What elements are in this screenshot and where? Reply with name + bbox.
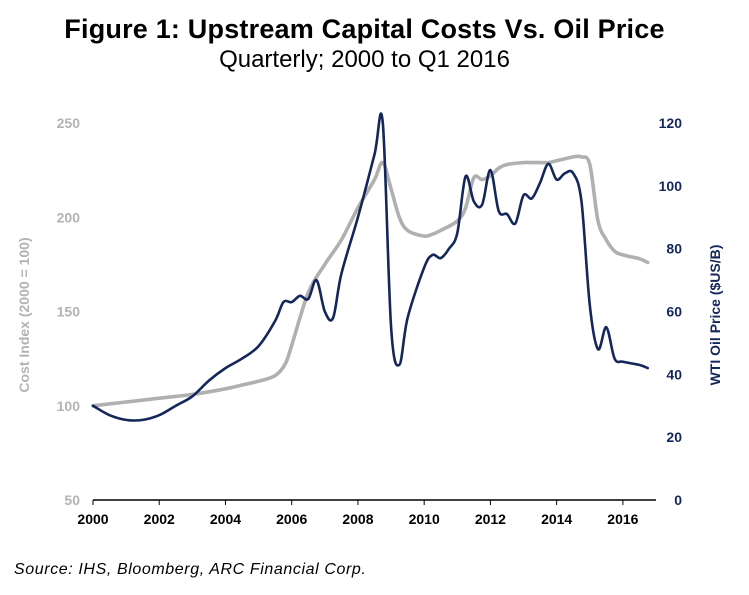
oil-price-line: [91, 112, 649, 422]
chart-subtitle: Quarterly; 2000 to Q1 2016: [219, 46, 510, 73]
y-tick-label-left: 50: [64, 492, 80, 508]
y-tick-label-left: 100: [57, 398, 81, 414]
cost-index-line: [91, 154, 650, 408]
x-tick-label: 2010: [409, 511, 440, 527]
y-tick-label-right: 120: [659, 115, 683, 131]
x-tick-label: 2008: [342, 511, 373, 527]
y-tick-label-left: 150: [57, 304, 81, 320]
source-note: Source: IHS, Bloomberg, ARC Financial Co…: [14, 561, 367, 578]
y-tick-label-right: 40: [666, 366, 682, 382]
chart-title: Figure 1: Upstream Capital Costs Vs. Oil…: [64, 14, 665, 44]
x-tick-label: 2000: [77, 511, 108, 527]
x-tick-label: 2014: [541, 511, 572, 527]
x-tick-label: 2012: [475, 511, 506, 527]
y-tick-label-right: 100: [659, 178, 683, 194]
x-tick-label: 2016: [607, 511, 638, 527]
y-tick-label-right: 20: [666, 429, 682, 445]
y-axis-label-right: WTI Oil Price ($US/B): [707, 245, 723, 386]
series-lines: [91, 112, 650, 422]
tick-labels: 2000 2002 2004 2006 2008 2010 2012 2014 20165010…: [57, 115, 683, 527]
x-tick-label: 2004: [210, 511, 241, 527]
y-tick-label-right: 0: [674, 492, 682, 508]
y-tick-label-left: 250: [57, 115, 81, 131]
y-axis-label-left: Cost Index (2000 = 100): [16, 237, 32, 392]
y-tick-label-left: 200: [57, 209, 81, 225]
y-tick-label-right: 80: [666, 241, 682, 257]
y-tick-label-right: 60: [666, 304, 682, 320]
x-tick-label: 2002: [144, 511, 175, 527]
x-tick-label: 2006: [276, 511, 307, 527]
